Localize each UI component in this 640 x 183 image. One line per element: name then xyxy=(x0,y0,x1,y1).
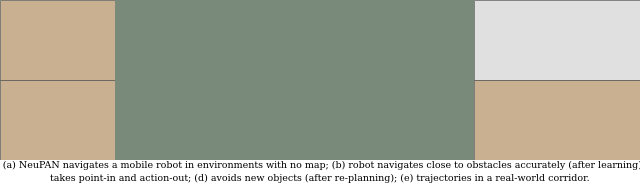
Text: takes point-in and action-out; (d) avoids new objects (after re-planning); (e) t: takes point-in and action-out; (d) avoid… xyxy=(50,174,590,183)
FancyBboxPatch shape xyxy=(474,0,640,80)
FancyBboxPatch shape xyxy=(0,80,115,160)
FancyBboxPatch shape xyxy=(115,0,474,160)
Text: Fig. 1. (a) NeuPAN navigates a mobile robot in environments with no map; (b) rob: Fig. 1. (a) NeuPAN navigates a mobile ro… xyxy=(0,160,640,170)
FancyBboxPatch shape xyxy=(474,80,640,160)
FancyBboxPatch shape xyxy=(0,0,115,80)
